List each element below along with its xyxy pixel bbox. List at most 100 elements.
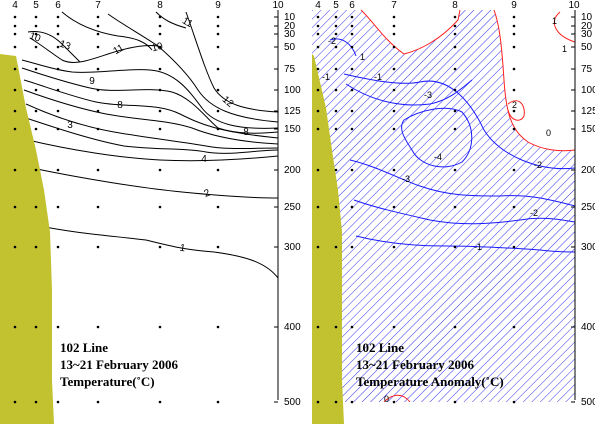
sample-dot — [453, 245, 457, 249]
sample-dot — [158, 88, 162, 92]
panel-caption: 102 Line 13~21 February 2006 Temperature… — [60, 340, 178, 389]
sample-dot — [13, 325, 17, 329]
sample-dot — [453, 15, 457, 19]
contour-label: 13 — [58, 39, 73, 53]
sample-dot — [350, 88, 354, 92]
sample-dot — [13, 24, 17, 28]
sample-dot — [512, 15, 516, 19]
caption-line-3: Temperature Anomaly(˚C) — [356, 374, 504, 389]
contour-label: 8 — [117, 100, 123, 111]
station-label: 8 — [157, 0, 163, 11]
sample-dot — [392, 325, 396, 329]
sample-dot — [334, 205, 338, 209]
contour-label: 11 — [180, 15, 195, 30]
sample-dot — [56, 245, 60, 249]
contour-label: 2 — [203, 187, 212, 199]
depth-label: 10 — [284, 12, 296, 23]
caption-line-3: Temperature(˚C) — [60, 374, 155, 389]
contour-label: 2 — [512, 100, 517, 110]
caption-line-1: 102 Line — [356, 340, 404, 355]
sample-dot — [512, 205, 516, 209]
contour-label: 10 — [151, 41, 165, 55]
sample-dot — [392, 15, 396, 19]
contour-10a — [29, 37, 159, 63]
sample-dot — [316, 400, 320, 404]
sample-dot — [34, 245, 38, 249]
sample-dot — [392, 32, 396, 36]
sample-dot — [392, 245, 396, 249]
sample-dot — [453, 67, 457, 71]
sample-dot — [316, 45, 320, 49]
sample-dot — [13, 67, 17, 71]
sample-dot — [512, 400, 516, 404]
sample-dot — [34, 88, 38, 92]
sample-dot — [350, 45, 354, 49]
depth-label: 30 — [581, 29, 593, 40]
positive-labels: 1 2 0 0 1 1 — [360, 16, 567, 402]
sample-dot — [334, 67, 338, 71]
sample-dot — [216, 32, 220, 36]
contour-label: 1 — [562, 44, 567, 54]
depth-label: 20 — [581, 21, 593, 32]
sample-dot — [453, 325, 457, 329]
contour-label: -1 — [474, 242, 482, 252]
sample-dot — [96, 45, 100, 49]
contour-8 — [21, 67, 278, 134]
sample-dot — [334, 45, 338, 49]
sample-dot — [334, 245, 338, 249]
sample-dot — [350, 67, 354, 71]
sample-dot — [56, 127, 60, 131]
sample-dot — [216, 15, 220, 19]
caption-line-2: 13~21 February 2006 — [60, 357, 178, 372]
contour-3 — [25, 117, 278, 154]
sample-dot — [392, 67, 396, 71]
sample-dot — [334, 325, 338, 329]
panel-caption: 102 Line 13~21 February 2006 Temperature… — [356, 340, 504, 389]
land-mask — [0, 54, 54, 424]
station-label: 4 — [12, 0, 18, 11]
sample-dot — [56, 88, 60, 92]
sample-dot — [216, 24, 220, 28]
sample-dot — [350, 127, 354, 131]
sample-dot — [334, 168, 338, 172]
anomaly-panel: 4 5 6 7 8 9 10 — [312, 0, 595, 424]
sample-dot — [392, 205, 396, 209]
sample-dot — [216, 168, 220, 172]
contour-1 — [39, 225, 278, 279]
sample-dot — [158, 205, 162, 209]
sample-dot — [216, 88, 220, 92]
sample-dot — [316, 325, 320, 329]
depth-label: 20 — [284, 21, 296, 32]
sample-dot — [392, 400, 396, 404]
sample-dot — [96, 168, 100, 172]
sample-dot — [316, 168, 320, 172]
sample-dot — [56, 24, 60, 28]
depth-label: 75 — [581, 64, 593, 75]
sample-dot — [316, 24, 320, 28]
contour-label: -3 — [424, 90, 432, 100]
sample-dot — [216, 127, 220, 131]
sample-dot — [34, 205, 38, 209]
depth-label: 10 — [581, 12, 593, 23]
sample-dot — [13, 400, 17, 404]
sample-dot — [158, 245, 162, 249]
caption-line-1: 102 Line — [60, 340, 108, 355]
depth-label: 300 — [284, 242, 301, 253]
depth-label: 150 — [284, 124, 301, 135]
negative-labels: -2 -1 -3 -4 -3 -2 -2 -1 -1 — [322, 36, 542, 252]
sample-dot — [512, 67, 516, 71]
sample-dot — [13, 168, 17, 172]
sample-dot — [34, 15, 38, 19]
station-label: 8 — [452, 0, 458, 11]
sample-dots — [316, 15, 516, 404]
sample-dot — [13, 88, 17, 92]
sample-dot — [350, 109, 354, 113]
sample-dot — [96, 325, 100, 329]
sample-dot — [158, 45, 162, 49]
sample-dot — [350, 325, 354, 329]
sample-dot — [56, 400, 60, 404]
sample-dot — [512, 24, 516, 28]
sample-dot — [216, 245, 220, 249]
sample-dot — [96, 205, 100, 209]
